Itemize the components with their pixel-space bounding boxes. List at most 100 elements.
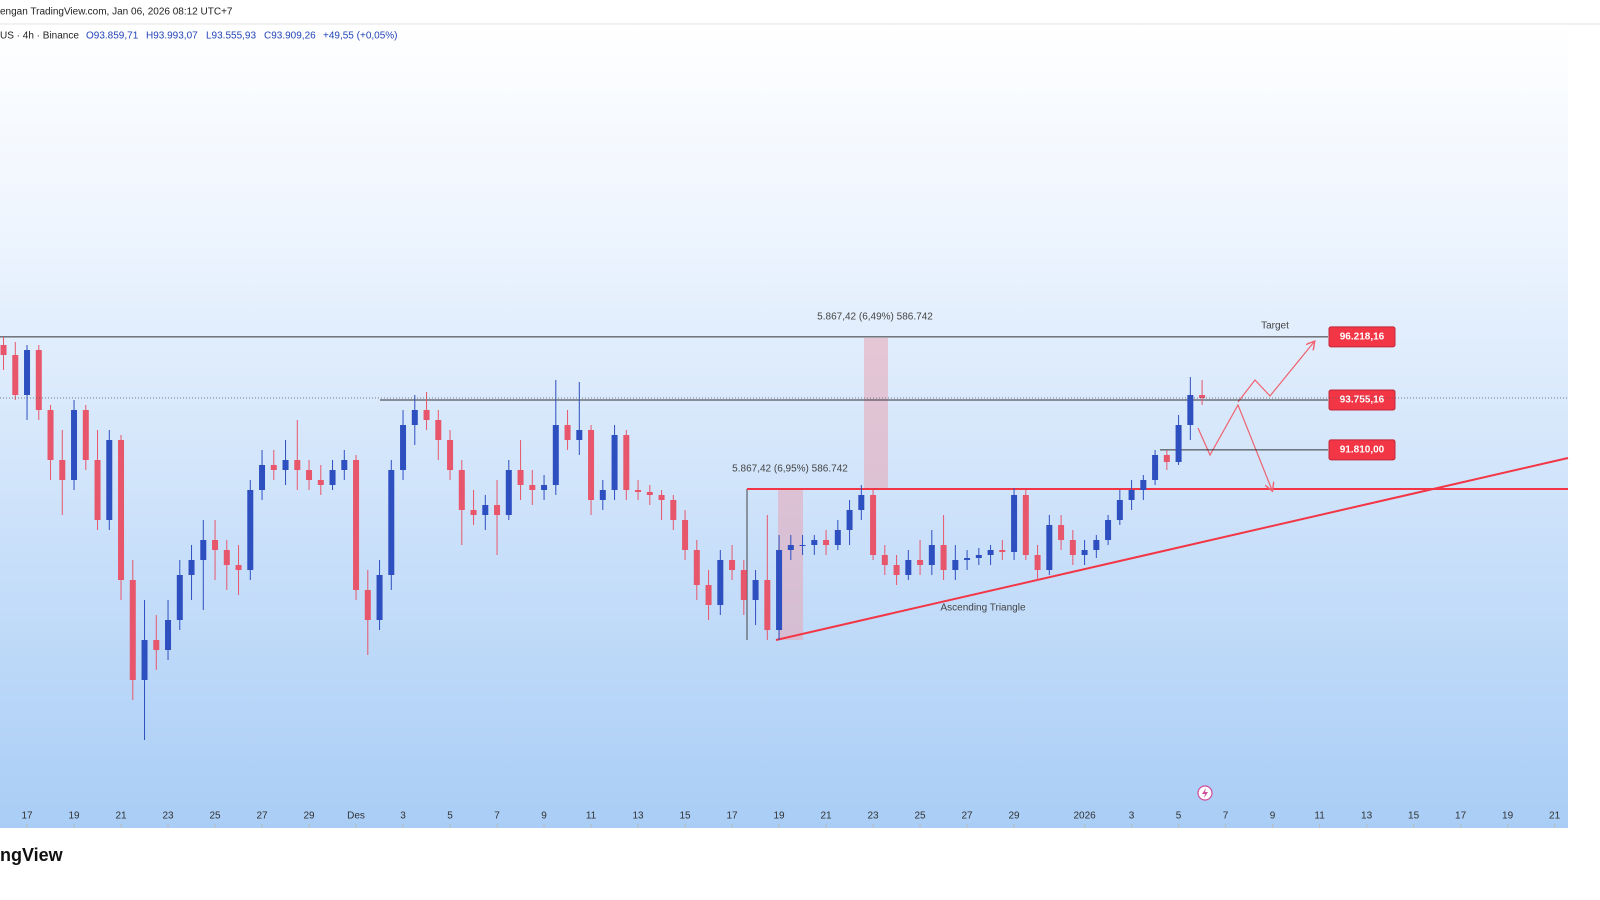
bull-arrow — [1237, 342, 1314, 403]
candle-body — [682, 520, 689, 550]
x-tick-label: 25 — [209, 811, 221, 822]
candle-body — [200, 540, 207, 560]
x-tick-label: 9 — [1270, 811, 1276, 822]
candle-body — [388, 470, 395, 575]
x-tick-label: 7 — [494, 811, 500, 822]
candle-body — [259, 465, 266, 490]
candle-body — [1022, 495, 1029, 555]
x-tick-label: 13 — [632, 811, 644, 822]
candle-body — [811, 540, 818, 545]
candle-body — [505, 470, 512, 515]
candle-body — [1105, 520, 1112, 540]
candle-body — [646, 492, 653, 495]
candle-body — [740, 570, 747, 600]
measure-box — [864, 338, 888, 489]
footer — [0, 828, 1600, 900]
candle-body — [59, 460, 66, 480]
candle-body — [24, 350, 31, 395]
candle-body — [212, 540, 219, 550]
candle-body — [353, 460, 360, 590]
candle-body — [1187, 395, 1194, 425]
x-tick-label: 25 — [915, 811, 927, 822]
candle-body — [329, 470, 336, 485]
close-text: C93.909,26 — [264, 31, 316, 42]
x-tick-label: 27 — [962, 811, 974, 822]
measure-label: 5.867,42 (6,49%) 586.742 — [817, 312, 933, 323]
candle-body — [564, 425, 571, 440]
candle-body — [106, 440, 113, 520]
candle-body — [752, 580, 759, 600]
price-tag — [1328, 326, 1396, 348]
candle-body — [188, 560, 195, 575]
candle-body — [129, 580, 136, 680]
candle-body — [282, 460, 289, 470]
x-tick-label: 27 — [256, 811, 268, 822]
candle-body — [1175, 425, 1182, 462]
candle-body — [341, 460, 348, 470]
candle-body — [82, 410, 89, 460]
candle-body — [294, 460, 301, 470]
candle-body — [482, 505, 489, 515]
candle-body — [940, 545, 947, 570]
price-tag — [1328, 439, 1396, 461]
candle-body — [905, 560, 912, 575]
candle-body — [858, 495, 865, 510]
candle-body — [71, 410, 78, 480]
price-tag-label: 93.755,16 — [1340, 395, 1385, 406]
x-tick-label: 5 — [1176, 811, 1182, 822]
x-tick-label: 5 — [447, 811, 453, 822]
x-tick-label: 19 — [1502, 811, 1514, 822]
candle-body — [47, 410, 54, 460]
candle-body — [247, 490, 254, 570]
price-tag-label: 91.810,00 — [1340, 445, 1385, 456]
x-tick-label: 29 — [1009, 811, 1021, 822]
x-tick-label: 2026 — [1073, 811, 1096, 822]
target-label: Target — [1261, 321, 1289, 332]
change-text: +49,55 (+0,05%) — [323, 31, 398, 42]
candle-body — [235, 565, 242, 570]
candle-body — [917, 560, 924, 565]
x-tick-label: 15 — [1408, 811, 1420, 822]
x-tick-label: 19 — [774, 811, 786, 822]
candle-body — [1058, 525, 1065, 540]
candle-body — [870, 495, 877, 555]
x-tick-label: 11 — [586, 811, 597, 822]
candle-body — [787, 545, 794, 550]
measure-box — [778, 489, 803, 640]
candle-body — [529, 485, 536, 490]
candle-body — [928, 545, 935, 565]
candle-body — [12, 355, 19, 395]
triangle-bottom — [775, 457, 1569, 641]
candle-body — [118, 440, 125, 580]
candle-body — [764, 580, 771, 630]
x-tick-label: 21 — [115, 811, 127, 822]
candle-body — [541, 485, 548, 490]
candle-body — [952, 560, 959, 570]
x-tick-label: 17 — [1455, 811, 1467, 822]
candle-body — [623, 435, 630, 490]
candle-body — [1163, 455, 1170, 462]
candle-body — [35, 350, 42, 410]
candle-body — [270, 465, 277, 470]
candle-body — [423, 410, 430, 420]
candle-body — [1140, 480, 1147, 490]
x-tick-label: 19 — [68, 811, 80, 822]
candle-body — [1093, 540, 1100, 550]
candle-body — [1128, 490, 1135, 500]
event-icon-bolt — [1202, 788, 1208, 798]
candle-body — [658, 495, 665, 500]
candle-body — [153, 640, 160, 650]
source-text: engan TradingView.com, Jan 06, 2026 08:1… — [0, 7, 233, 18]
candle-body — [776, 550, 783, 630]
candle-body — [141, 640, 148, 680]
open-text: O93.859,71 — [86, 31, 139, 42]
candle-body — [447, 440, 454, 470]
candle-body — [435, 420, 442, 440]
x-tick-label: Des — [347, 811, 365, 822]
candle-body — [1046, 525, 1053, 570]
candle-body — [176, 575, 183, 620]
candle-body — [1152, 455, 1159, 480]
candle-body — [364, 590, 371, 620]
